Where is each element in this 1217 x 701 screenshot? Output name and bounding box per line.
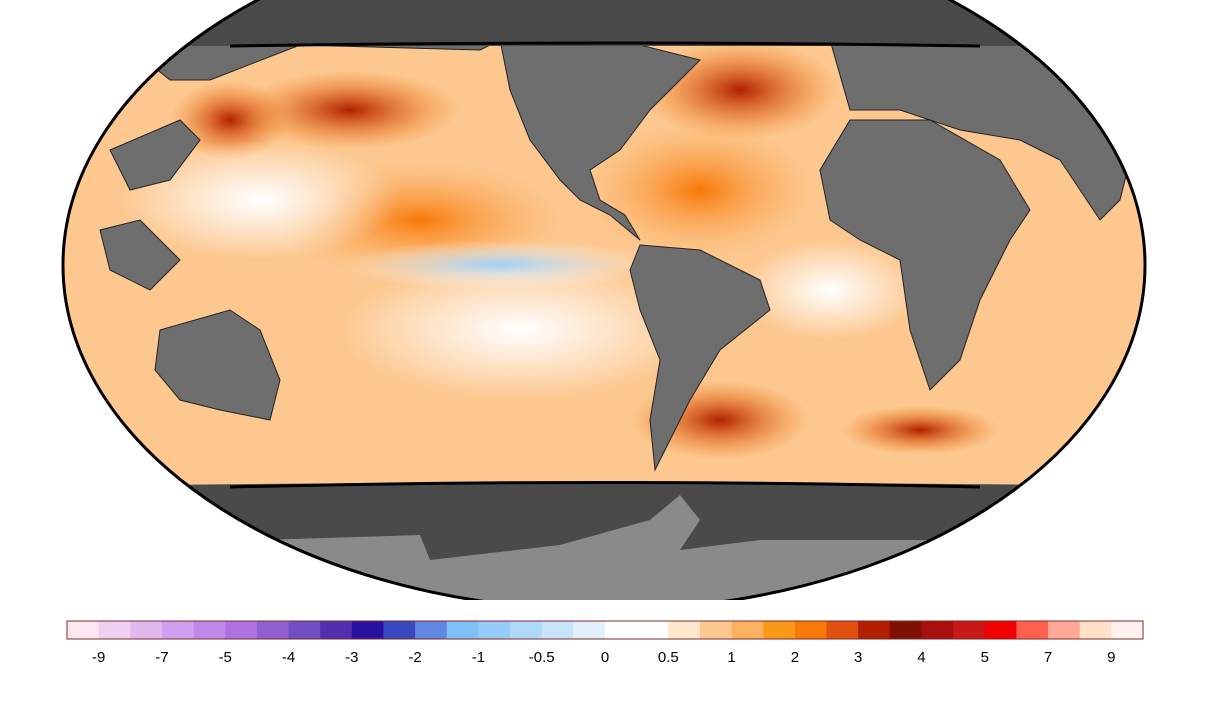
colorbar-border xyxy=(66,620,1144,640)
colorbar-segment xyxy=(320,621,353,639)
anomaly-region xyxy=(240,70,460,150)
colorbar-segment xyxy=(889,621,922,639)
colorbar-segment xyxy=(1111,621,1144,639)
colorbar-segment xyxy=(636,621,669,639)
colorbar-tick-label: -1 xyxy=(472,649,485,666)
colorbar-segment xyxy=(1048,621,1081,639)
anomaly-region xyxy=(120,140,400,260)
anomaly-region xyxy=(340,260,700,400)
colorbar-segment xyxy=(984,621,1017,639)
colorbar-segment xyxy=(668,621,701,639)
colorbar-tick-label: 7 xyxy=(1044,649,1052,666)
colorbar-segment xyxy=(225,621,258,639)
colorbar-segment xyxy=(794,621,828,639)
colorbar-segment xyxy=(921,621,954,639)
colorbar-segment xyxy=(1079,621,1112,639)
anomaly-region xyxy=(740,240,920,340)
colorbar-tick-label: -7 xyxy=(155,649,168,666)
colorbar-segment xyxy=(351,621,384,639)
colorbar-segment xyxy=(573,621,606,639)
colorbar-segment xyxy=(858,621,891,639)
colorbar-segment xyxy=(415,621,448,639)
colorbar-segment xyxy=(605,621,638,639)
colorbar-tick-label: -4 xyxy=(282,649,295,666)
colorbar-segment xyxy=(478,621,511,639)
colorbar-tick-label: 4 xyxy=(917,649,925,666)
colorbar-tick-label: 1 xyxy=(727,649,735,666)
antarctica xyxy=(260,495,960,600)
legend-background xyxy=(0,600,1217,701)
colorbar-segment xyxy=(541,621,574,639)
colorbar-tick-label: -9 xyxy=(92,649,105,666)
colorbar-tick-label: 9 xyxy=(1107,649,1115,666)
colorbar-segment xyxy=(699,621,733,639)
colorbar-segment xyxy=(193,621,226,639)
anomaly-region xyxy=(840,405,1000,455)
colorbar-segment xyxy=(1016,621,1049,639)
colorbar-segment xyxy=(256,621,290,639)
cutoff-line xyxy=(229,481,981,489)
colorbar-tick-label: -3 xyxy=(345,649,358,666)
colorbar-tick-label: 0 xyxy=(601,649,609,666)
map xyxy=(63,0,1145,600)
colorbar-segment xyxy=(383,621,416,639)
colorbar-tick-label: 2 xyxy=(791,649,799,666)
colorbar-segment xyxy=(446,621,479,639)
colorbar-segment xyxy=(763,621,796,639)
anomaly-region xyxy=(580,120,820,260)
colorbar-tick-label: 0.5 xyxy=(658,649,679,666)
colorbar-tick-label: -2 xyxy=(408,649,421,666)
colorbar: -9 -7 -5 -4 -3 -2 -1 -0.5 0 0.5 1 2 3 4 5 7 9 xyxy=(66,620,1144,666)
colorbar-segment xyxy=(161,621,195,639)
colorbar-segment xyxy=(953,621,986,639)
colorbar-segment xyxy=(510,621,543,639)
colorbar-segment xyxy=(98,621,131,639)
land xyxy=(99,39,1141,472)
colorbar-segment xyxy=(130,621,163,639)
colorbar-segment xyxy=(731,621,764,639)
arctic-mask xyxy=(63,0,1145,46)
colorbar-tick-label: 3 xyxy=(854,649,862,666)
colorbar-segment xyxy=(288,621,321,639)
colorbar-tick-label: -0.5 xyxy=(529,649,555,666)
colorbar-segment xyxy=(67,621,100,639)
colorbar-segment xyxy=(826,621,859,639)
colorbar-tick-label: -5 xyxy=(219,649,232,666)
cutoff-line xyxy=(229,41,981,48)
colorbar-tick-label: 5 xyxy=(981,649,989,666)
